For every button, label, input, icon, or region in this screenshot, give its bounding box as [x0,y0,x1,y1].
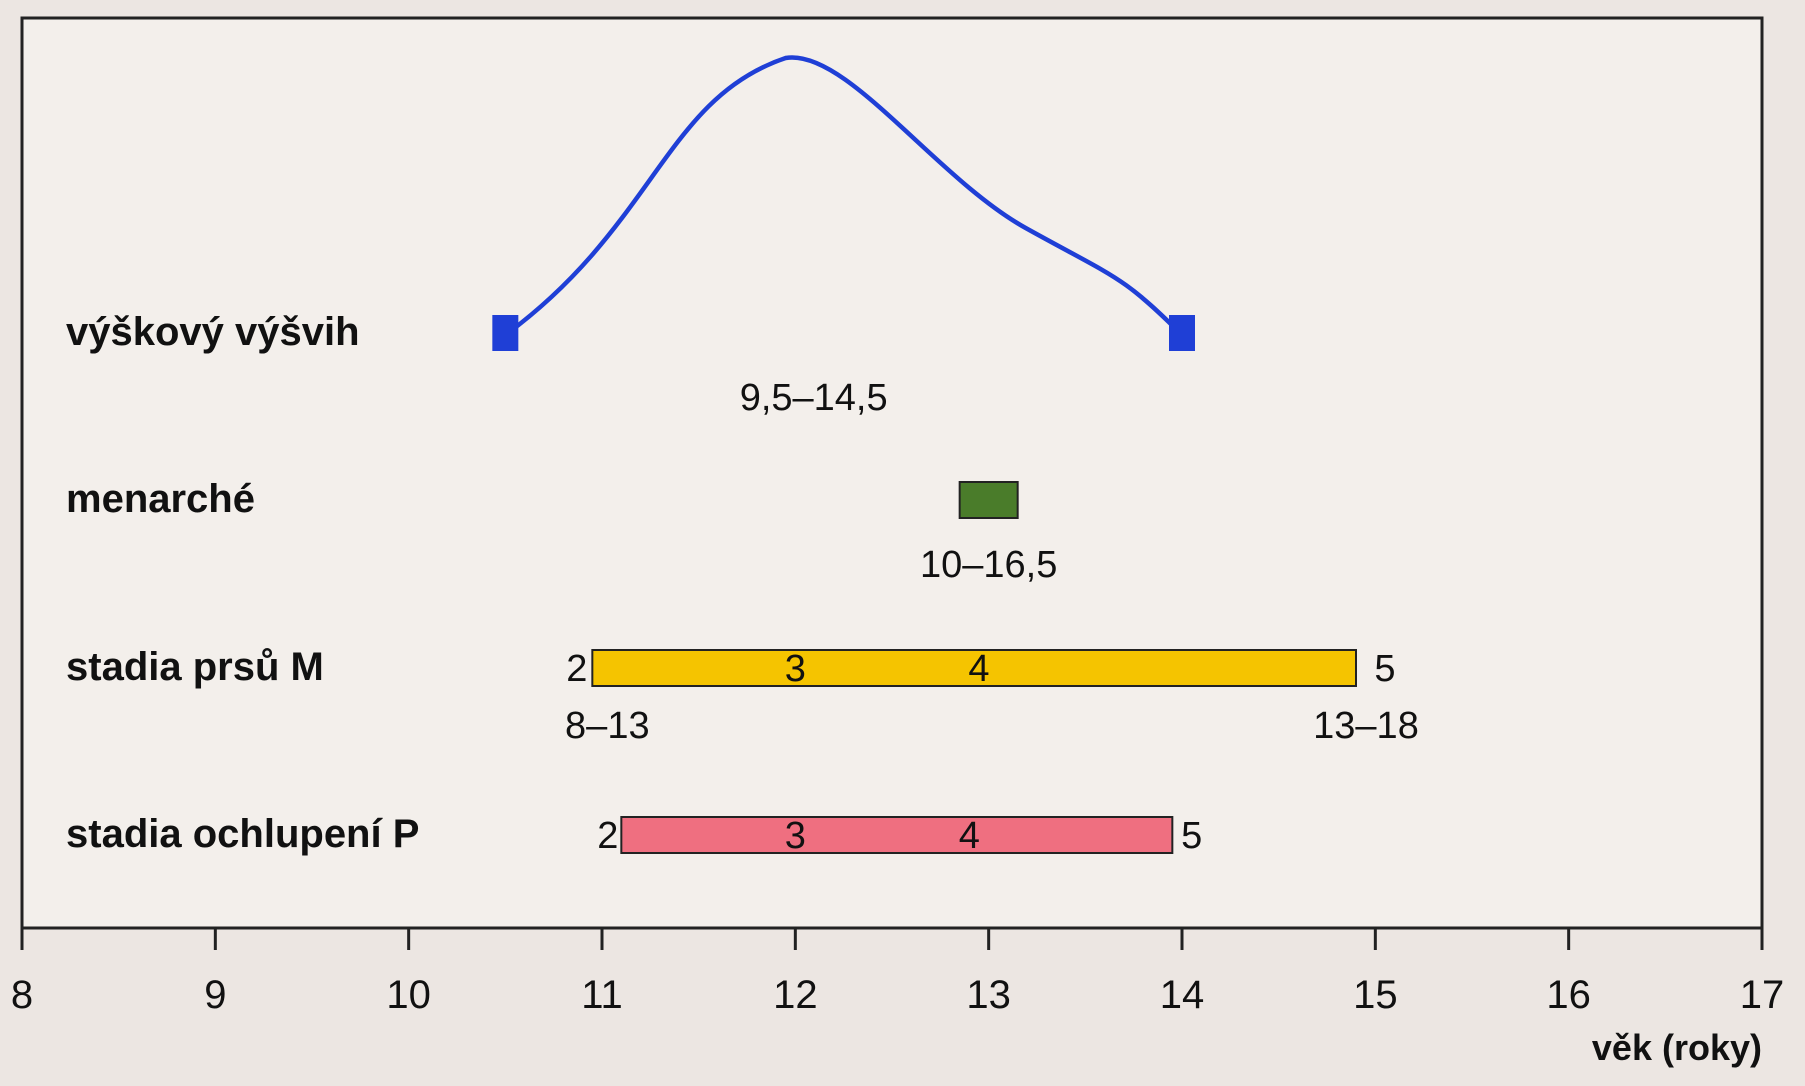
pubic-hair-stages-label: stadia ochlupení P [66,812,419,856]
x-tick-label-13: 13 [966,973,1011,1017]
height-spurt-range-label: 9,5–14,5 [740,377,888,419]
pubic-hair-stages-bar [620,816,1174,854]
breast-stages-stage-3: 3 [785,648,806,690]
x-tick-label-8: 8 [11,973,33,1017]
x-tick-label-9: 9 [204,973,226,1017]
breast-stages-stage-5: 5 [1374,648,1395,690]
x-tick-label-15: 15 [1353,973,1398,1017]
breast-stages-range-start-label: 8–13 [565,705,650,747]
height-spurt-start-marker [492,315,519,351]
height-spurt-curve [504,55,1184,337]
pubic-hair-stages-stage-5: 5 [1181,815,1202,857]
breast-stages-stage-2: 2 [566,648,587,690]
pubic-hair-stages-stage-3: 3 [785,815,806,857]
x-tick-label-11: 11 [581,973,623,1017]
breast-stages-range-end-label: 13–18 [1313,705,1419,747]
menarche-bar [958,481,1019,519]
height-spurt-end-marker [1169,315,1195,351]
pubic-hair-stages-stage-4: 4 [959,815,980,857]
height-spurt-label: výškový výšvih [66,310,360,354]
breast-stages-stage-4: 4 [968,648,989,690]
plot-area-background [20,16,1764,930]
x-tick-label-10: 10 [386,973,431,1017]
menarche-label: menarché [66,477,255,521]
x-tick-label-12: 12 [773,973,818,1017]
breast-stages-bar [591,649,1357,687]
pubic-hair-stages-stage-2: 2 [597,815,618,857]
x-tick-label-14: 14 [1160,973,1205,1017]
x-axis-title: věk (roky) [1592,1027,1762,1068]
menarche-range-label: 10–16,5 [920,544,1057,586]
breast-stages-label: stadia prsů M [66,645,324,689]
x-tick-label-17: 17 [1740,973,1785,1017]
x-tick-label-16: 16 [1546,973,1591,1017]
